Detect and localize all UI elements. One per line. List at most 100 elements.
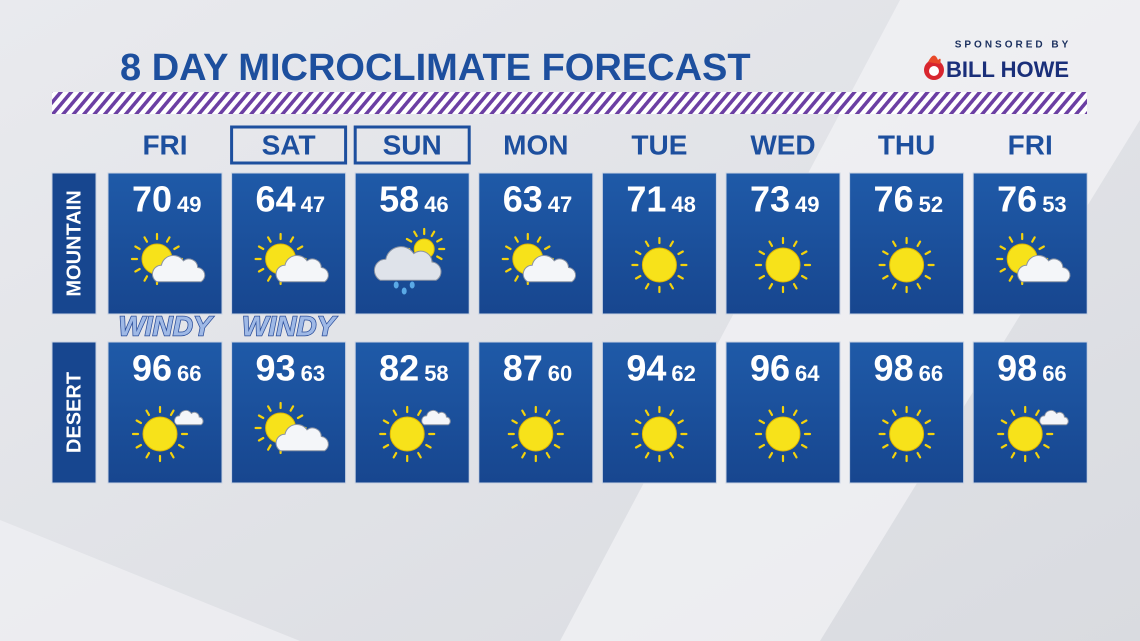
high-temp: 71 — [626, 179, 666, 220]
sun-ray — [553, 443, 561, 449]
sponsor-caption: SPONSORED BY — [955, 40, 1072, 51]
rain-drop — [401, 287, 407, 295]
sun-ray — [1010, 451, 1016, 459]
low-temp: 47 — [548, 192, 572, 217]
high-temp: 73 — [750, 179, 790, 220]
sun-ray — [768, 282, 774, 290]
high-temp: 96 — [750, 348, 790, 389]
low-temp: 49 — [177, 192, 201, 217]
high-temp: 70 — [132, 179, 172, 220]
low-temp: 53 — [1042, 192, 1066, 217]
sun-ray — [536, 236, 542, 243]
sun-ray — [257, 267, 265, 273]
forecast-cell — [107, 341, 223, 484]
cloud-shape — [275, 254, 329, 283]
sun-disc — [889, 416, 925, 452]
sun-ray — [267, 444, 272, 451]
high-temp: 58 — [379, 179, 419, 220]
sun-ray — [392, 409, 398, 417]
day-label: SUN — [383, 129, 442, 160]
sun-ray — [891, 409, 897, 417]
sun-ray — [405, 237, 413, 243]
sun-ray — [430, 230, 436, 238]
high-temp: 93 — [256, 348, 296, 389]
sun-ray — [257, 245, 265, 251]
cloud-icon — [151, 254, 206, 283]
sun-ray — [267, 275, 272, 282]
sun-ray — [644, 282, 650, 290]
sun-ray — [134, 267, 141, 273]
sun-ray — [392, 451, 398, 459]
low-temp: 47 — [301, 192, 325, 217]
sun-ray — [436, 255, 443, 261]
row-label: MOUNTAIN — [63, 190, 85, 296]
sun-ray — [669, 451, 675, 459]
sun-ray — [257, 436, 265, 442]
cloud-shape — [522, 254, 577, 283]
sun-ray — [545, 451, 551, 459]
sun-icon — [507, 405, 564, 463]
day-label: THU — [878, 129, 936, 160]
sun-ray — [882, 419, 889, 425]
forecast-cell — [354, 172, 470, 315]
sun-ray — [792, 451, 798, 459]
sun-ray — [800, 274, 808, 280]
cloud-icon — [421, 409, 451, 426]
sun-ray — [1008, 236, 1014, 243]
sun-ray — [145, 409, 151, 417]
sun-ray — [882, 274, 889, 280]
sun-disc — [889, 247, 925, 283]
cloud-icon — [373, 246, 442, 281]
sun-ray — [553, 419, 561, 425]
sun-ray — [545, 409, 551, 417]
sun-ray — [800, 443, 808, 449]
sun-ray — [177, 443, 185, 449]
sun-ray — [135, 419, 143, 425]
sun-ray — [514, 236, 519, 243]
sun-ray — [514, 275, 519, 282]
high-temp: 98 — [997, 348, 1037, 389]
sun-ray — [169, 451, 175, 459]
high-temp: 96 — [132, 348, 172, 389]
forecast-cell — [231, 172, 347, 315]
sun-ray — [135, 443, 143, 449]
sun-ray — [511, 443, 518, 449]
cloud-icon — [275, 423, 329, 452]
sun-ray — [644, 409, 650, 417]
sun-ray — [505, 245, 512, 251]
sun-ray — [924, 443, 932, 449]
sun-ray — [916, 451, 922, 459]
cloud-shape — [275, 423, 329, 452]
sun-ray — [669, 282, 675, 290]
sun-ray — [792, 240, 798, 248]
sun-ray — [143, 236, 149, 243]
sun-disc — [389, 416, 425, 452]
sun-ray — [1031, 236, 1036, 243]
high-temp: 63 — [503, 179, 543, 220]
sun-ray — [999, 267, 1006, 273]
high-temp: 76 — [997, 179, 1037, 220]
sun-icon — [878, 236, 935, 294]
sun-ray — [413, 230, 418, 238]
sun-ray — [891, 240, 897, 248]
sun-ray — [296, 245, 304, 251]
sun-ray — [289, 405, 295, 412]
sun-ray — [521, 409, 526, 417]
cloud-icon — [275, 254, 329, 283]
sun-ray — [417, 409, 422, 417]
sun-ray — [267, 236, 272, 243]
sun-ray — [644, 240, 650, 248]
low-temp: 52 — [919, 192, 943, 217]
high-temp: 64 — [256, 179, 296, 220]
low-temp: 48 — [671, 192, 695, 217]
day-label: TUE — [631, 129, 687, 160]
sun-icon — [878, 405, 935, 463]
bg-shape — [0, 520, 300, 641]
sun-ray — [1008, 275, 1014, 282]
day-label: SAT — [262, 129, 316, 160]
sun-ray — [1000, 443, 1008, 449]
sun-ray — [891, 451, 897, 459]
sun-ray — [999, 245, 1006, 251]
day-box — [353, 125, 471, 165]
